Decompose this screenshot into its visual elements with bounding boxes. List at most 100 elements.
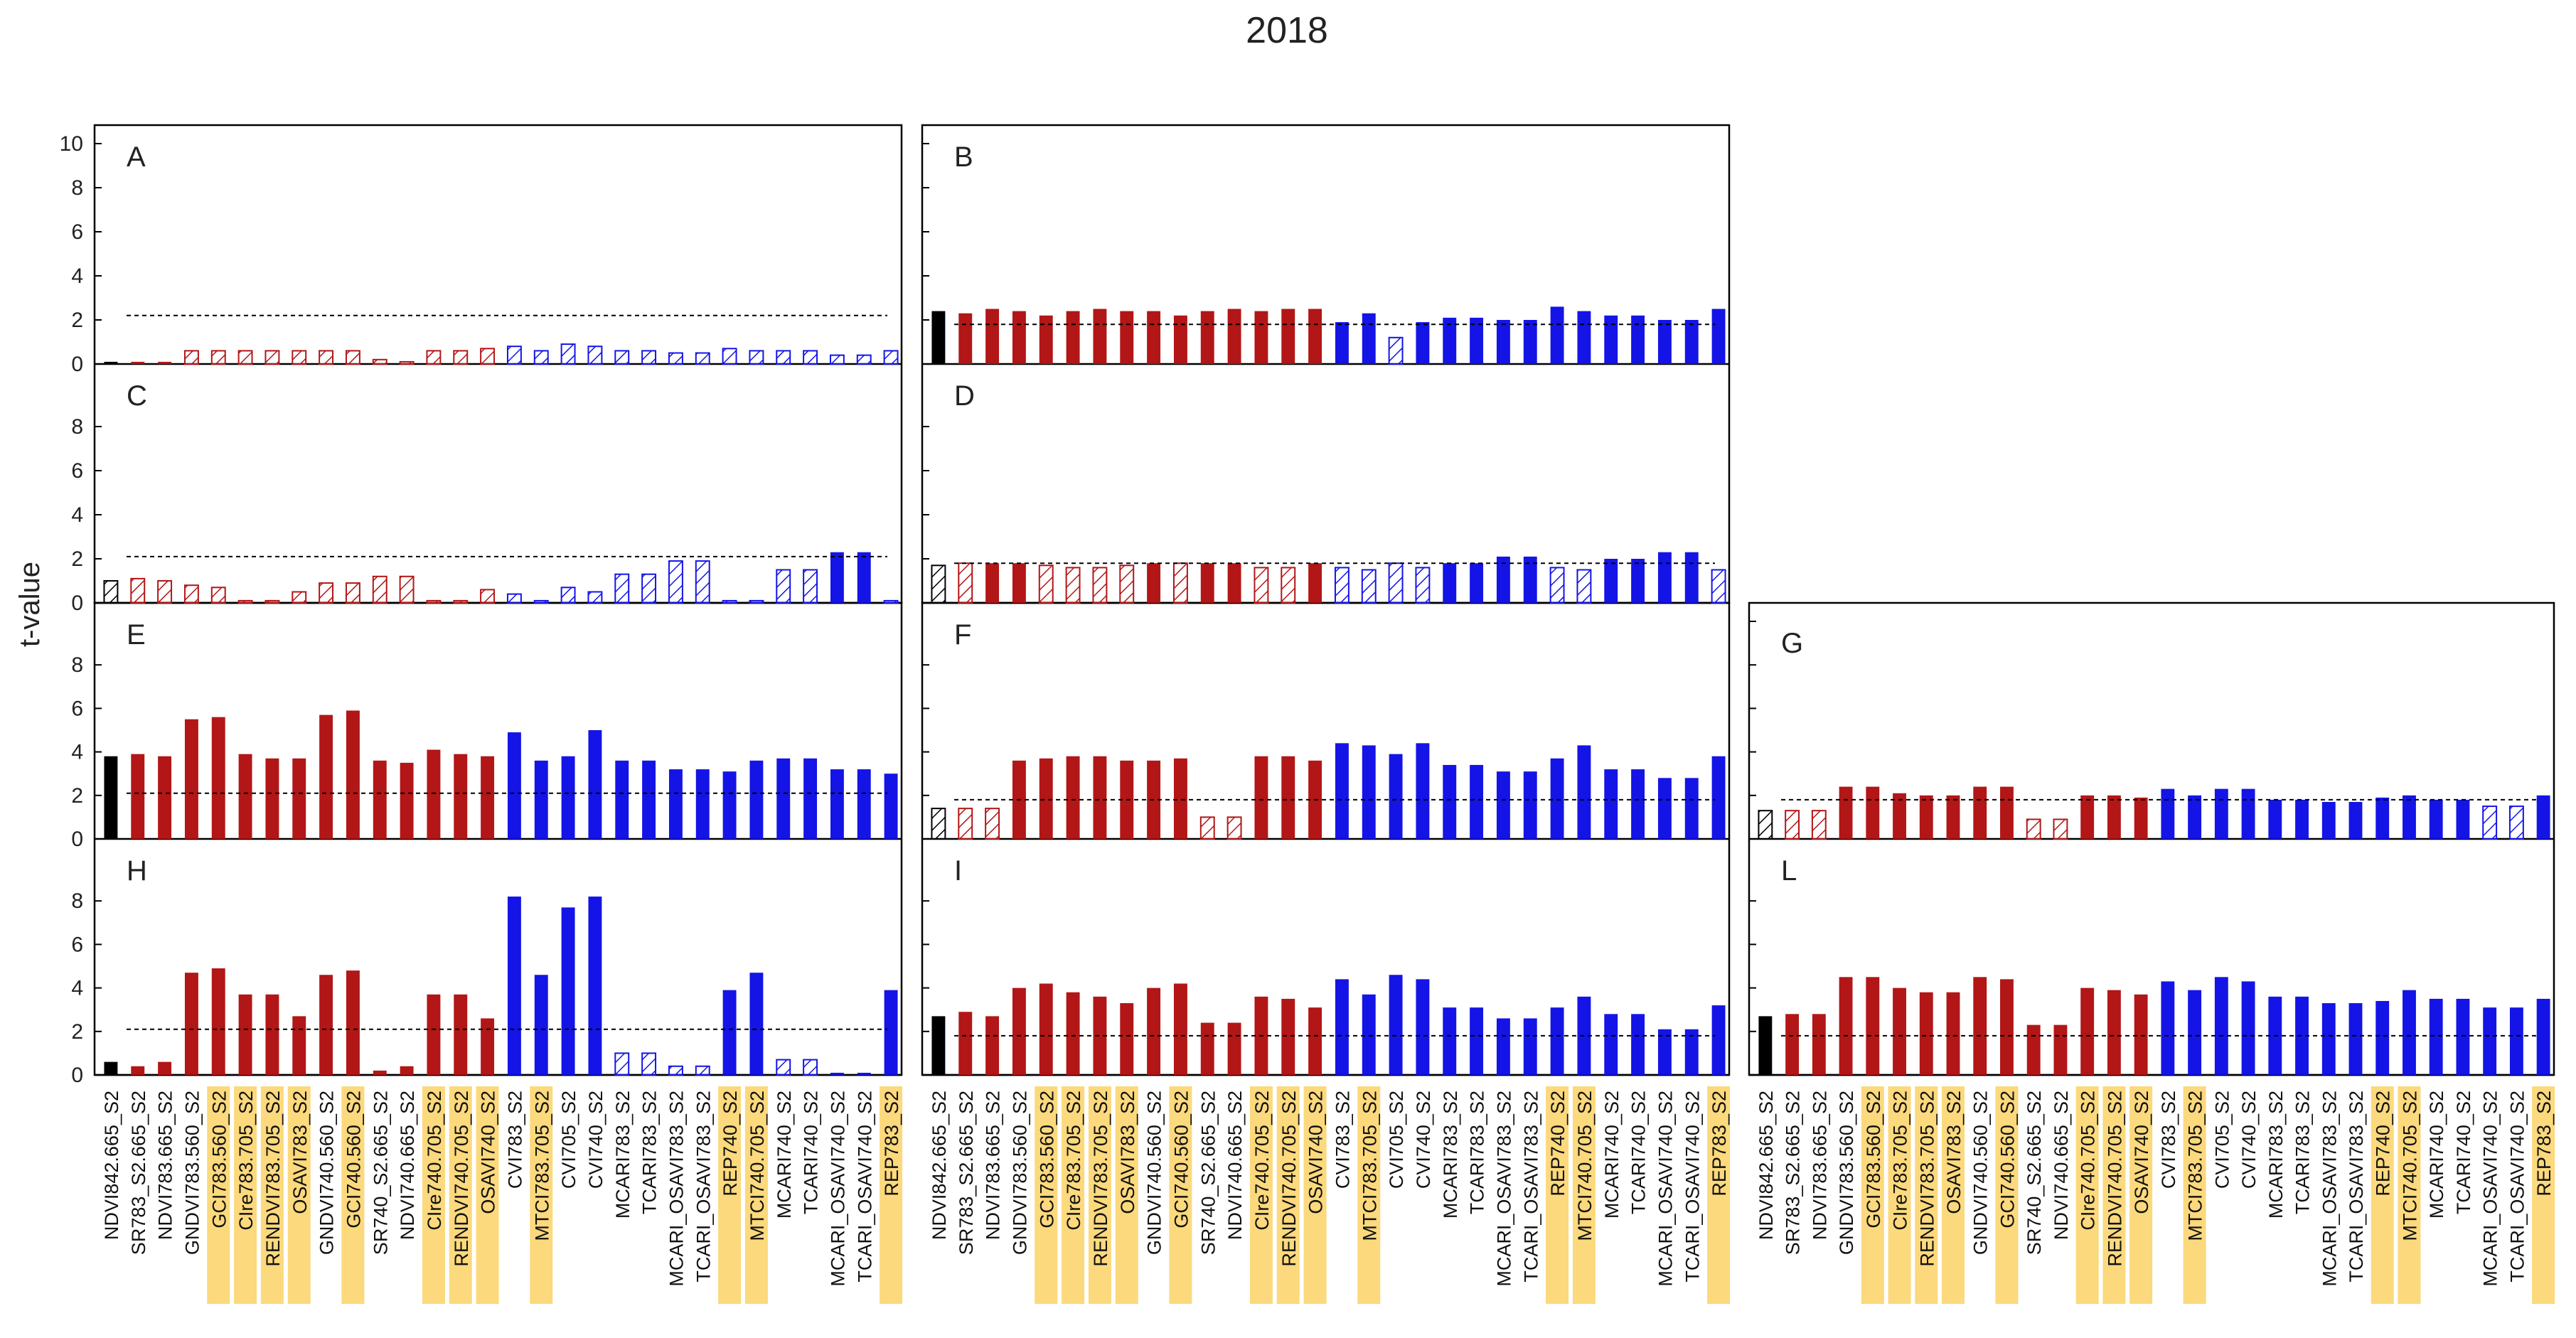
x-tick-label: CIre740.705_S2	[2078, 1091, 2099, 1231]
bar-NDVI740.665_S2	[399, 360, 415, 365]
panel-G: G	[1749, 621, 2554, 840]
x-tick-label: SR740_S2.665_S2	[370, 1091, 391, 1255]
bar-CVI783_S2	[2161, 981, 2175, 1075]
x-tick-label: MCARI783_S2	[2265, 1091, 2287, 1219]
bar-GCI740.560_S2	[2000, 786, 2014, 839]
bar-CVI783_S2	[1335, 322, 1349, 364]
x-tick-label: TCARI783_S2	[2292, 1091, 2314, 1214]
bar-GNDVI740.560_S2	[319, 715, 333, 839]
bar-CIre783.705_S2	[1066, 992, 1080, 1075]
y-tick-label: 2	[71, 547, 83, 571]
panel-letter: A	[127, 141, 146, 173]
bar-RENDVI740.705_S2	[454, 754, 468, 839]
bar-MCARI_OSAVI783_S2	[1496, 771, 1510, 839]
bar-REP740_S2	[722, 599, 737, 604]
x-label-highlight	[341, 1086, 365, 1304]
bar-CIre783.705_S2	[237, 599, 253, 604]
x-tick-label: SR740_S2.665_S2	[1197, 1091, 1219, 1255]
bar-GNDVI783.560_S2	[1839, 786, 1853, 839]
bar-TCARI783_S2	[1470, 563, 1484, 603]
bar-RENDVI783.705_S2	[264, 599, 280, 604]
bar-MTCI740.705_S2	[749, 350, 764, 365]
x-tick-label: NDVI740.665_S2	[397, 1091, 418, 1240]
bar-GNDVI740.560_S2	[319, 582, 334, 604]
panel-C: 0 2 4 6 8 C	[71, 380, 902, 615]
bar-SR740_S2.665_S2	[372, 358, 388, 365]
x-label-highlight	[1249, 1086, 1273, 1304]
bar-TCARI783_S2	[641, 350, 657, 365]
x-tick-label: OSAVI783_S2	[289, 1091, 311, 1214]
bar-SR740_S2.665_S2	[1200, 563, 1214, 603]
y-tick-label: 8	[71, 889, 83, 913]
bar-GCI783.560_S2	[1866, 977, 1880, 1075]
bar-REP783_S2	[883, 599, 899, 604]
x-tick-label: MCARI783_S2	[612, 1091, 634, 1219]
x-label-highlight	[234, 1086, 257, 1304]
bar-NDVI783.665_S2	[985, 309, 1000, 364]
bar-SR783_S2.665_S2	[1785, 1014, 1800, 1075]
bar-MTCI740.705_S2	[1576, 569, 1592, 604]
x-tick-label: NDVI842.665_S2	[1755, 1091, 1777, 1240]
x-label-highlight	[1276, 1086, 1300, 1304]
bar-OSAVI783_S2	[1120, 1003, 1134, 1075]
bar-GCI740.560_S2	[345, 582, 360, 604]
bar-MCARI_OSAVI783_S2	[668, 560, 683, 604]
bar-REP740_S2	[1549, 567, 1565, 604]
bar-CVI740_S2	[587, 591, 603, 604]
bar-GCI740.560_S2	[346, 970, 360, 1075]
bar-TCARI740_S2	[2456, 799, 2470, 839]
bar-CVI740_S2	[588, 730, 602, 839]
bar-RENDVI783.705_S2	[1919, 795, 1933, 839]
x-tick-label: GNDVI740.560_S2	[1970, 1091, 1992, 1255]
bar-RENDVI740.705_S2	[2107, 990, 2121, 1075]
bar-MCARI740_S2	[1604, 1014, 1618, 1075]
bar-NDVI783.665_S2	[158, 756, 172, 839]
x-label-highlight	[1035, 1086, 1058, 1304]
x-tick-label: REP740_S2	[2373, 1091, 2394, 1197]
bar-MCARI740_S2	[776, 569, 791, 604]
bar-NDVI740.665_S2	[1227, 309, 1241, 364]
bar-GNDVI783.560_S2	[1012, 311, 1026, 364]
x-tick-label: CIre783.705_S2	[1063, 1091, 1084, 1231]
y-tick-label: 2	[71, 784, 83, 808]
x-tick-label: CVI740_S2	[2238, 1091, 2260, 1189]
bar-GCI740.560_S2	[1172, 562, 1188, 604]
bar-CVI740_S2	[588, 897, 602, 1075]
x-tick-label: OSAVI783_S2	[1117, 1091, 1138, 1214]
x-tick-label: CVI783_S2	[504, 1091, 525, 1189]
x-label-highlight	[287, 1086, 311, 1304]
x-tick-label: MTCI740.705_S2	[2399, 1091, 2420, 1241]
x-tick-label: RENDVI783.705_S2	[262, 1091, 284, 1267]
panel-letter: D	[954, 380, 975, 412]
x-tick-label: GCI740.560_S2	[343, 1091, 364, 1229]
panel-I: I	[922, 855, 1729, 1076]
x-tick-label: TCARI783_S2	[639, 1091, 661, 1214]
bar-MCARI_OSAVI740_S2	[1657, 778, 1672, 839]
bar-CVI740_S2	[1416, 743, 1430, 839]
x-label-highlight	[1088, 1086, 1111, 1304]
bar-MCARI740_S2	[1604, 559, 1618, 603]
bar-TCARI_OSAVI740_S2	[1684, 320, 1699, 364]
panel-H: 0 2 4 6 8 H	[71, 855, 902, 1087]
bar-RENDVI783.705_S2	[1093, 756, 1107, 839]
bar-CVI783_S2	[2161, 788, 2175, 839]
panel-letter: E	[127, 619, 146, 651]
bar-TCARI783_S2	[641, 573, 657, 604]
x-label-highlight	[1572, 1086, 1596, 1304]
bar-NDVI740.665_S2	[2053, 818, 2068, 840]
bar-OSAVI783_S2	[292, 350, 307, 365]
bar-GCI783.560_S2	[210, 350, 226, 365]
bar-MTCI740.705_S2	[749, 599, 764, 604]
bar-GNDVI783.560_S2	[1012, 563, 1026, 603]
panel-letter: B	[954, 141, 973, 173]
bar-MTCI783.705_S2	[2188, 795, 2202, 839]
bar-MTCI783.705_S2	[533, 599, 549, 604]
bar-SR740_S2.665_S2	[2026, 1024, 2041, 1075]
x-tick-label: GNDVI740.560_S2	[316, 1091, 338, 1255]
bar-NDVI740.665_S2	[1227, 563, 1241, 603]
y-tick-label: 6	[71, 697, 83, 720]
bar-CIre740.705_S2	[427, 749, 441, 839]
x-tick-label: MCARI_OSAVI740_S2	[1655, 1091, 1676, 1287]
bar-MCARI_OSAVI740_S2	[830, 769, 844, 839]
bar-GCI783.560_S2	[210, 587, 226, 604]
